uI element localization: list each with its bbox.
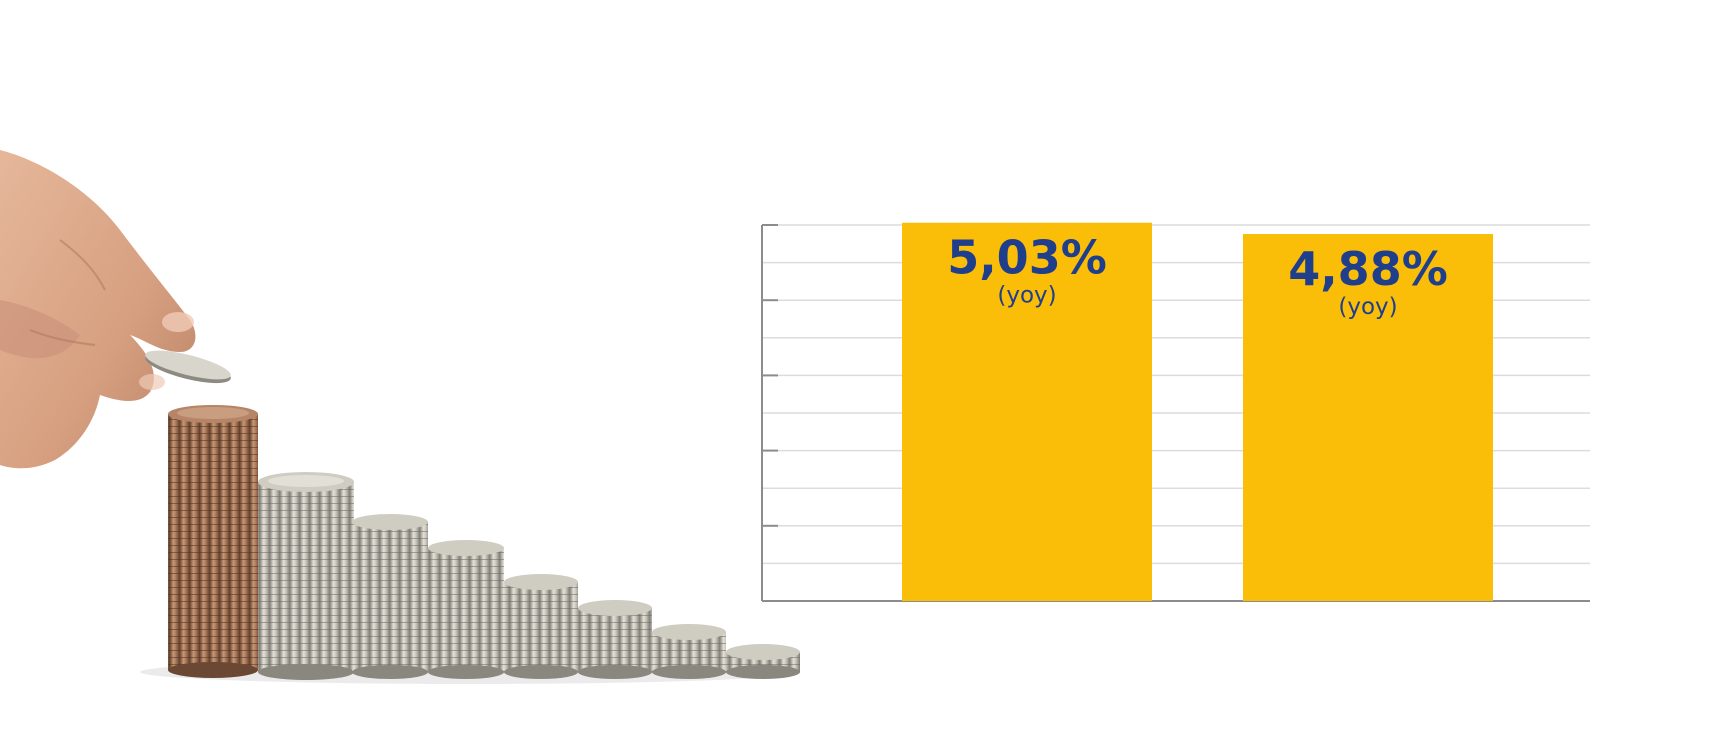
coin-stack-5 <box>504 574 578 679</box>
data-label: 4,88% <box>1288 242 1448 296</box>
coin-stack-1 <box>168 405 258 678</box>
coin-stack-6 <box>578 600 652 679</box>
held-coin <box>145 350 231 384</box>
coin-stack-4 <box>428 540 504 679</box>
bar <box>1243 234 1493 602</box>
bar <box>902 222 1152 601</box>
hand <box>0 150 196 469</box>
hand-stacking-coins-icon <box>0 150 800 684</box>
data-label: 5,03% <box>947 231 1107 285</box>
coin-stack-2 <box>258 472 354 680</box>
coin-stack-8 <box>726 644 800 679</box>
data-sublabel: (yoy) <box>1338 294 1397 320</box>
data-sublabel: (yoy) <box>997 283 1056 309</box>
coin-stack-3 <box>352 514 428 679</box>
coin-stack-7 <box>652 624 726 679</box>
